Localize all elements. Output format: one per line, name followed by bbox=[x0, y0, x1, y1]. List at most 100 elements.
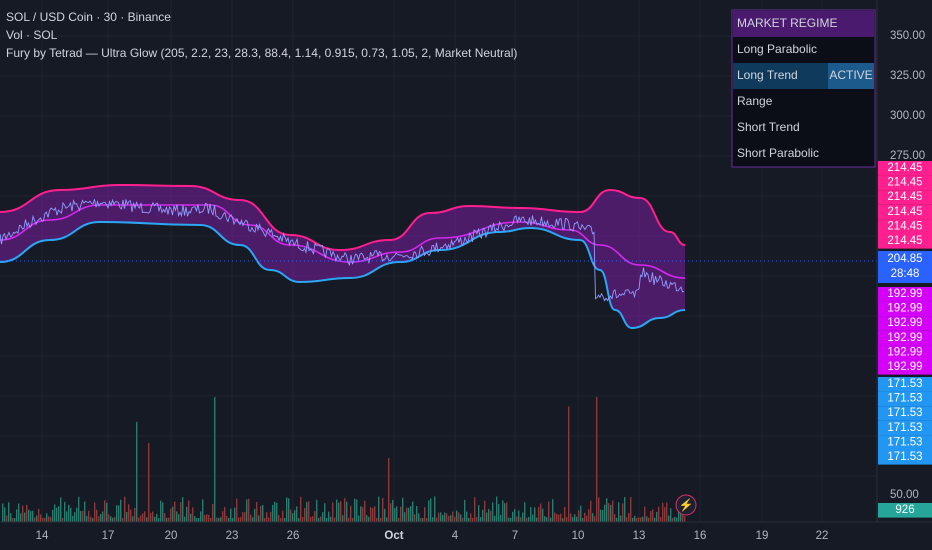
alert-icon[interactable] bbox=[675, 494, 697, 516]
volume-bar bbox=[406, 507, 408, 522]
volume-bar bbox=[520, 517, 522, 522]
volume-bar bbox=[308, 501, 310, 522]
volume-bar bbox=[646, 516, 648, 522]
volume-bar bbox=[580, 505, 582, 522]
regime-label: Long Parabolic bbox=[737, 42, 817, 56]
volume-bar bbox=[468, 517, 470, 522]
regime-label: Short Trend bbox=[737, 120, 800, 134]
volume-bar bbox=[274, 501, 276, 522]
volume-bar bbox=[128, 504, 130, 522]
volume-bar bbox=[254, 508, 256, 522]
volume-bar bbox=[592, 513, 594, 522]
volume-bar bbox=[138, 517, 140, 522]
volume-bar bbox=[302, 516, 304, 522]
alert-glyph: ⚡ bbox=[679, 498, 694, 512]
volume-bar bbox=[364, 500, 366, 522]
volume-bar bbox=[2, 503, 4, 522]
volume-bar bbox=[582, 517, 584, 522]
volume-bar bbox=[156, 513, 158, 522]
volume-bar bbox=[110, 516, 112, 522]
volume-bar bbox=[266, 512, 268, 522]
volume-bar bbox=[456, 510, 458, 522]
volume-bar bbox=[106, 502, 108, 522]
volume-bar bbox=[360, 506, 362, 522]
volume-bar bbox=[632, 517, 634, 522]
volume-bar bbox=[358, 515, 360, 522]
volume-bar bbox=[368, 516, 370, 522]
volume-bar bbox=[342, 515, 344, 522]
volume-bar bbox=[458, 512, 460, 522]
volume-bar bbox=[246, 499, 248, 522]
volume-bar bbox=[200, 511, 202, 522]
volume-bar bbox=[540, 503, 542, 522]
volume-bar bbox=[614, 514, 616, 522]
volume-bar bbox=[46, 513, 48, 522]
volume-bar bbox=[648, 517, 650, 522]
volume-bar bbox=[490, 510, 492, 522]
volume-bar bbox=[78, 496, 80, 522]
volume-bar bbox=[378, 496, 380, 522]
volume-bar bbox=[94, 502, 96, 522]
volume-bar bbox=[92, 517, 94, 522]
volume-bar bbox=[408, 507, 410, 522]
volume-bar bbox=[654, 517, 656, 522]
volume-bar bbox=[478, 505, 480, 522]
volume-bar bbox=[564, 506, 566, 522]
volume-bar bbox=[256, 502, 258, 522]
volume-bar bbox=[328, 511, 330, 522]
volume-bar bbox=[312, 516, 314, 522]
volume-bar bbox=[170, 508, 172, 522]
volume-bar bbox=[448, 515, 450, 522]
volume-bar bbox=[192, 507, 194, 522]
regime-label: Short Parabolic bbox=[737, 146, 819, 160]
volume-bar bbox=[482, 509, 484, 522]
time-tick-label: 4 bbox=[452, 530, 459, 542]
volume-bar bbox=[98, 516, 100, 522]
volume-bar bbox=[558, 514, 560, 522]
price-badge bbox=[878, 345, 932, 360]
time-tick-label: 10 bbox=[572, 530, 585, 542]
volume-bar bbox=[594, 516, 596, 522]
volume-bar bbox=[130, 509, 132, 522]
volume-bar bbox=[268, 517, 270, 522]
volume-bar bbox=[640, 517, 642, 522]
volume-bar bbox=[182, 497, 184, 522]
volume-bar bbox=[578, 510, 580, 522]
volume-bar bbox=[248, 498, 250, 522]
price-badge bbox=[878, 316, 932, 331]
volume-bar bbox=[600, 509, 602, 522]
badge-label: 192.99 bbox=[887, 288, 922, 300]
volume-bar bbox=[322, 512, 324, 522]
volume-bar bbox=[22, 505, 24, 522]
volume-bar bbox=[58, 506, 60, 522]
volume-bar bbox=[650, 510, 652, 522]
volume-bar bbox=[474, 497, 476, 522]
badge-label: 214.45 bbox=[887, 206, 922, 218]
volume-bar bbox=[62, 517, 64, 522]
volume-bar bbox=[116, 505, 118, 522]
volume-bar bbox=[404, 512, 406, 522]
volume-bar bbox=[270, 511, 272, 522]
volume-bar bbox=[426, 517, 428, 522]
regime-label: Long Trend bbox=[737, 68, 798, 82]
price-badge bbox=[878, 204, 932, 220]
volume-bar bbox=[168, 517, 170, 522]
volume-bar bbox=[208, 514, 210, 522]
volume-bar bbox=[330, 516, 332, 522]
volume-bar bbox=[590, 500, 592, 522]
volume-bar bbox=[484, 500, 486, 522]
volume-bar bbox=[54, 504, 56, 522]
volume-bar bbox=[150, 512, 152, 522]
volume-bar bbox=[432, 517, 434, 522]
time-tick-label: 17 bbox=[102, 530, 115, 542]
volume-bar bbox=[14, 517, 16, 522]
volume-bar bbox=[162, 502, 164, 522]
volume-bar bbox=[134, 507, 136, 522]
price-badge bbox=[878, 435, 932, 450]
volume-bar bbox=[294, 510, 296, 522]
volume-bar bbox=[334, 517, 336, 522]
volume-bar bbox=[188, 500, 190, 522]
volume-bar bbox=[500, 514, 502, 522]
volume-bar bbox=[158, 517, 160, 522]
volume-bar bbox=[542, 508, 544, 522]
